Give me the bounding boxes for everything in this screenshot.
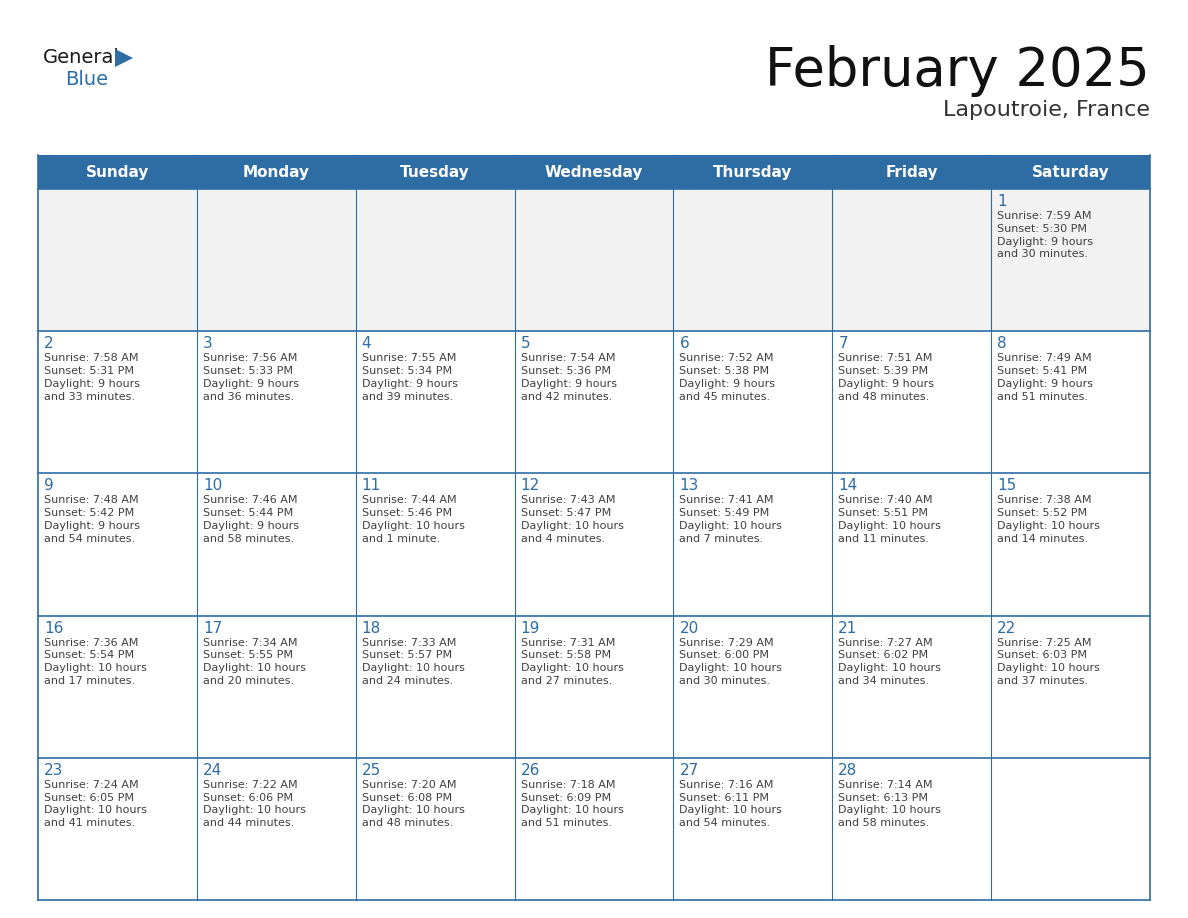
Text: Sunrise: 7:14 AM
Sunset: 6:13 PM
Daylight: 10 hours
and 58 minutes.: Sunrise: 7:14 AM Sunset: 6:13 PM Dayligh… <box>839 779 941 828</box>
Text: Sunrise: 7:22 AM
Sunset: 6:06 PM
Daylight: 10 hours
and 44 minutes.: Sunrise: 7:22 AM Sunset: 6:06 PM Dayligh… <box>203 779 305 828</box>
Text: 3: 3 <box>203 336 213 352</box>
Text: 26: 26 <box>520 763 541 778</box>
Text: 22: 22 <box>997 621 1017 635</box>
Text: Sunrise: 7:31 AM
Sunset: 5:58 PM
Daylight: 10 hours
and 27 minutes.: Sunrise: 7:31 AM Sunset: 5:58 PM Dayligh… <box>520 638 624 686</box>
Text: General: General <box>43 48 120 67</box>
Text: 13: 13 <box>680 478 699 493</box>
Text: Monday: Monday <box>242 164 310 180</box>
Text: 11: 11 <box>361 478 381 493</box>
Text: 7: 7 <box>839 336 848 352</box>
Text: Tuesday: Tuesday <box>400 164 470 180</box>
Text: Saturday: Saturday <box>1031 164 1110 180</box>
Text: Sunrise: 7:59 AM
Sunset: 5:30 PM
Daylight: 9 hours
and 30 minutes.: Sunrise: 7:59 AM Sunset: 5:30 PM Dayligh… <box>997 211 1093 260</box>
Text: 6: 6 <box>680 336 689 352</box>
Text: 27: 27 <box>680 763 699 778</box>
Bar <box>38 757 1150 900</box>
Text: Sunrise: 7:52 AM
Sunset: 5:38 PM
Daylight: 9 hours
and 45 minutes.: Sunrise: 7:52 AM Sunset: 5:38 PM Dayligh… <box>680 353 776 401</box>
Text: Sunrise: 7:16 AM
Sunset: 6:11 PM
Daylight: 10 hours
and 54 minutes.: Sunrise: 7:16 AM Sunset: 6:11 PM Dayligh… <box>680 779 783 828</box>
Text: Sunrise: 7:18 AM
Sunset: 6:09 PM
Daylight: 10 hours
and 51 minutes.: Sunrise: 7:18 AM Sunset: 6:09 PM Dayligh… <box>520 779 624 828</box>
Bar <box>38 331 1150 474</box>
Text: 1: 1 <box>997 194 1006 209</box>
Text: Blue: Blue <box>65 70 108 89</box>
Text: Sunrise: 7:43 AM
Sunset: 5:47 PM
Daylight: 10 hours
and 4 minutes.: Sunrise: 7:43 AM Sunset: 5:47 PM Dayligh… <box>520 496 624 543</box>
Text: Sunrise: 7:36 AM
Sunset: 5:54 PM
Daylight: 10 hours
and 17 minutes.: Sunrise: 7:36 AM Sunset: 5:54 PM Dayligh… <box>44 638 147 686</box>
Polygon shape <box>115 49 133 67</box>
Text: Sunday: Sunday <box>86 164 150 180</box>
Text: Sunrise: 7:40 AM
Sunset: 5:51 PM
Daylight: 10 hours
and 11 minutes.: Sunrise: 7:40 AM Sunset: 5:51 PM Dayligh… <box>839 496 941 543</box>
Bar <box>38 616 1150 757</box>
Text: Sunrise: 7:58 AM
Sunset: 5:31 PM
Daylight: 9 hours
and 33 minutes.: Sunrise: 7:58 AM Sunset: 5:31 PM Dayligh… <box>44 353 140 401</box>
Text: Sunrise: 7:29 AM
Sunset: 6:00 PM
Daylight: 10 hours
and 30 minutes.: Sunrise: 7:29 AM Sunset: 6:00 PM Dayligh… <box>680 638 783 686</box>
Text: Wednesday: Wednesday <box>545 164 643 180</box>
Text: 28: 28 <box>839 763 858 778</box>
Text: February 2025: February 2025 <box>765 45 1150 97</box>
Text: Thursday: Thursday <box>713 164 792 180</box>
Text: Sunrise: 7:51 AM
Sunset: 5:39 PM
Daylight: 9 hours
and 48 minutes.: Sunrise: 7:51 AM Sunset: 5:39 PM Dayligh… <box>839 353 934 401</box>
Text: Sunrise: 7:38 AM
Sunset: 5:52 PM
Daylight: 10 hours
and 14 minutes.: Sunrise: 7:38 AM Sunset: 5:52 PM Dayligh… <box>997 496 1100 543</box>
Text: 8: 8 <box>997 336 1006 352</box>
Text: Sunrise: 7:44 AM
Sunset: 5:46 PM
Daylight: 10 hours
and 1 minute.: Sunrise: 7:44 AM Sunset: 5:46 PM Dayligh… <box>361 496 465 543</box>
Text: Sunrise: 7:33 AM
Sunset: 5:57 PM
Daylight: 10 hours
and 24 minutes.: Sunrise: 7:33 AM Sunset: 5:57 PM Dayligh… <box>361 638 465 686</box>
Text: 19: 19 <box>520 621 541 635</box>
Text: 5: 5 <box>520 336 530 352</box>
Text: Sunrise: 7:49 AM
Sunset: 5:41 PM
Daylight: 9 hours
and 51 minutes.: Sunrise: 7:49 AM Sunset: 5:41 PM Dayligh… <box>997 353 1093 401</box>
Text: 4: 4 <box>361 336 372 352</box>
Text: Lapoutroie, France: Lapoutroie, France <box>943 100 1150 120</box>
Text: 23: 23 <box>44 763 63 778</box>
Text: 9: 9 <box>44 478 53 493</box>
Bar <box>38 474 1150 616</box>
Text: 17: 17 <box>203 621 222 635</box>
Text: 10: 10 <box>203 478 222 493</box>
Text: 16: 16 <box>44 621 63 635</box>
Bar <box>38 189 1150 331</box>
Text: 18: 18 <box>361 621 381 635</box>
Text: Sunrise: 7:46 AM
Sunset: 5:44 PM
Daylight: 9 hours
and 58 minutes.: Sunrise: 7:46 AM Sunset: 5:44 PM Dayligh… <box>203 496 299 543</box>
Text: Sunrise: 7:27 AM
Sunset: 6:02 PM
Daylight: 10 hours
and 34 minutes.: Sunrise: 7:27 AM Sunset: 6:02 PM Dayligh… <box>839 638 941 686</box>
Text: 2: 2 <box>44 336 53 352</box>
Text: Sunrise: 7:25 AM
Sunset: 6:03 PM
Daylight: 10 hours
and 37 minutes.: Sunrise: 7:25 AM Sunset: 6:03 PM Dayligh… <box>997 638 1100 686</box>
Text: Sunrise: 7:54 AM
Sunset: 5:36 PM
Daylight: 9 hours
and 42 minutes.: Sunrise: 7:54 AM Sunset: 5:36 PM Dayligh… <box>520 353 617 401</box>
Text: 14: 14 <box>839 478 858 493</box>
Text: 20: 20 <box>680 621 699 635</box>
Text: 21: 21 <box>839 621 858 635</box>
Text: Sunrise: 7:56 AM
Sunset: 5:33 PM
Daylight: 9 hours
and 36 minutes.: Sunrise: 7:56 AM Sunset: 5:33 PM Dayligh… <box>203 353 299 401</box>
Text: Sunrise: 7:34 AM
Sunset: 5:55 PM
Daylight: 10 hours
and 20 minutes.: Sunrise: 7:34 AM Sunset: 5:55 PM Dayligh… <box>203 638 305 686</box>
Text: Sunrise: 7:41 AM
Sunset: 5:49 PM
Daylight: 10 hours
and 7 minutes.: Sunrise: 7:41 AM Sunset: 5:49 PM Dayligh… <box>680 496 783 543</box>
Text: Sunrise: 7:48 AM
Sunset: 5:42 PM
Daylight: 9 hours
and 54 minutes.: Sunrise: 7:48 AM Sunset: 5:42 PM Dayligh… <box>44 496 140 543</box>
Text: Sunrise: 7:20 AM
Sunset: 6:08 PM
Daylight: 10 hours
and 48 minutes.: Sunrise: 7:20 AM Sunset: 6:08 PM Dayligh… <box>361 779 465 828</box>
Text: 25: 25 <box>361 763 381 778</box>
Text: Friday: Friday <box>885 164 939 180</box>
Text: 24: 24 <box>203 763 222 778</box>
Text: Sunrise: 7:55 AM
Sunset: 5:34 PM
Daylight: 9 hours
and 39 minutes.: Sunrise: 7:55 AM Sunset: 5:34 PM Dayligh… <box>361 353 457 401</box>
Text: 12: 12 <box>520 478 539 493</box>
Bar <box>38 155 1150 189</box>
Text: Sunrise: 7:24 AM
Sunset: 6:05 PM
Daylight: 10 hours
and 41 minutes.: Sunrise: 7:24 AM Sunset: 6:05 PM Dayligh… <box>44 779 147 828</box>
Text: 15: 15 <box>997 478 1017 493</box>
